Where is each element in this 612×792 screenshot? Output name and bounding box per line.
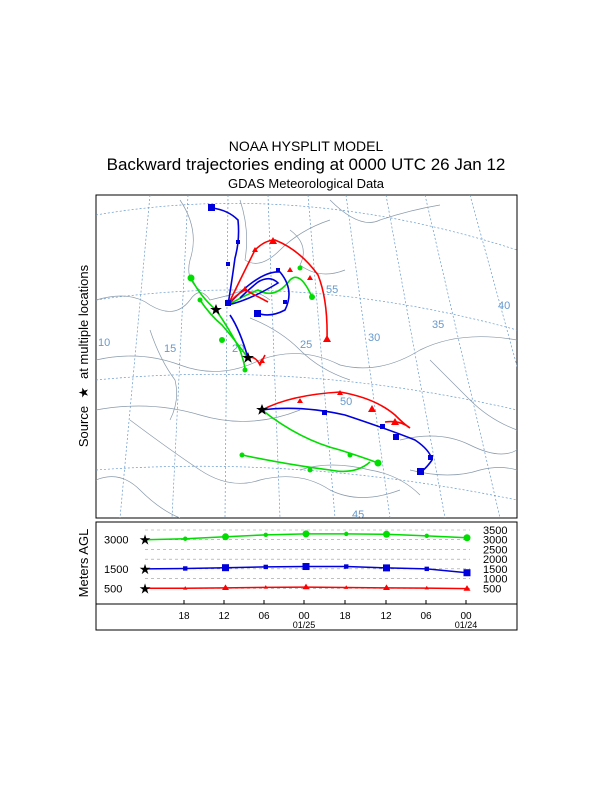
trajectories-south [241, 391, 433, 473]
traj-south-green-a [261, 409, 379, 464]
profile-right-tick: 1500 [483, 564, 507, 576]
grid-label-50: 50 [340, 396, 352, 408]
side-label-source: Source [76, 406, 91, 447]
profile-point [263, 585, 268, 589]
source-star-icon [256, 404, 268, 415]
grid-label-10: 10 [98, 337, 110, 349]
traj-north-blue-b [227, 271, 290, 316]
trajectory-markers [187, 204, 433, 475]
profile-source-star-icon: ★ [139, 561, 152, 577]
profile-point [383, 530, 390, 538]
grid-label-25: 25 [300, 339, 312, 351]
profile-left-tick: 3000 [104, 535, 128, 547]
profile-point [222, 564, 229, 572]
profile-point [463, 569, 471, 577]
map-frame [95, 194, 518, 519]
profile-point [222, 533, 229, 541]
profile-point [383, 564, 390, 572]
traj-south-green-b [241, 454, 371, 473]
coastlines [96, 199, 517, 518]
grid-label-35: 35 [432, 319, 444, 331]
grid-label-45: 45 [352, 509, 364, 521]
time-tick-label: 18 [178, 611, 190, 622]
profile-left-tick: 500 [104, 583, 122, 595]
profile-point [344, 585, 349, 589]
time-tick-label: 18 [339, 611, 351, 622]
grid-label-55: 55 [326, 284, 338, 296]
time-tick-label: 06 [420, 611, 432, 622]
profile-point [183, 536, 188, 541]
traj-mid-green [199, 299, 249, 359]
traj-north-green-a [227, 276, 313, 306]
traj-south-red [261, 391, 411, 429]
grid-label-30: 30 [368, 332, 380, 344]
profile-point [263, 564, 268, 570]
profile-point [302, 583, 310, 590]
time-tick-label: 06 [258, 611, 270, 622]
profile-right-tick: 3000 [483, 535, 507, 547]
met-data-title: GDAS Meteorological Data [227, 176, 385, 191]
svg-text:Source ★ at multip: Source ★ at multiple locations [76, 264, 91, 447]
profile-left-tick: 1500 [104, 564, 128, 576]
traj-north-blue-loop [227, 277, 280, 306]
date-label: 01/24 [455, 620, 478, 630]
graticule [96, 195, 517, 518]
time-tick-label: 12 [218, 611, 230, 622]
profile-point [463, 534, 471, 542]
map-area: 10 15 20 25 30 35 40 55 50 45 [96, 195, 517, 521]
profile-point [344, 531, 349, 537]
profile-point [263, 532, 268, 538]
profile-right-tick: 1000 [483, 574, 507, 586]
blue-markers [208, 204, 433, 475]
grid-label-40: 40 [498, 300, 510, 312]
traj-north-red [227, 239, 328, 341]
profile-chart: 3500300025002000150010005003000150050018… [104, 525, 507, 630]
trajectory-title: Backward trajectories ending at 0000 UTC… [106, 155, 506, 174]
grid-labels: 10 15 20 25 30 35 40 55 50 45 [98, 284, 510, 521]
source-star-icon [210, 304, 222, 315]
profile-point [302, 530, 310, 538]
source-stars [210, 304, 268, 415]
time-tick-label: 00 [460, 611, 472, 622]
date-label: 01/25 [293, 620, 316, 630]
profile-point [463, 585, 471, 591]
profile-point [183, 566, 188, 571]
time-tick-label: 00 [298, 611, 310, 622]
star-icon: ★ [76, 387, 91, 399]
profile-point [424, 533, 429, 539]
time-tick-label: 12 [380, 611, 392, 622]
profile-right-tick: 3500 [483, 525, 507, 537]
red-markers [242, 237, 399, 425]
profile-point [383, 584, 390, 590]
traj-mid-green-b [215, 309, 246, 371]
profile-point [183, 586, 188, 590]
traj-north-blue-a [211, 207, 240, 306]
profile-point [424, 585, 429, 590]
profile-point [222, 584, 229, 590]
traj-mid-blue [229, 314, 249, 359]
green-markers [187, 265, 382, 473]
profile-right-tick: 2000 [483, 554, 507, 566]
profile-point [302, 563, 310, 571]
profile-point [344, 564, 349, 569]
profile-source-star-icon: ★ [139, 580, 152, 596]
grid-label-15: 15 [164, 343, 176, 355]
side-label-locations: at multiple locations [76, 264, 91, 379]
traj-south-blue [261, 407, 433, 473]
profile-right-tick: 2500 [483, 544, 507, 556]
profile-ylabel-wrap: Meters AGL [76, 529, 91, 598]
profile-ylabel: Meters AGL [76, 529, 91, 598]
profile-point [424, 566, 429, 572]
map-side-label: Source ★ at multiple locations [76, 264, 91, 447]
source-star-icon [242, 352, 254, 363]
model-title: NOAA HYSPLIT MODEL [228, 138, 384, 154]
profile-source-star-icon: ★ [139, 532, 152, 548]
profile-right-tick: 500 [483, 583, 501, 595]
